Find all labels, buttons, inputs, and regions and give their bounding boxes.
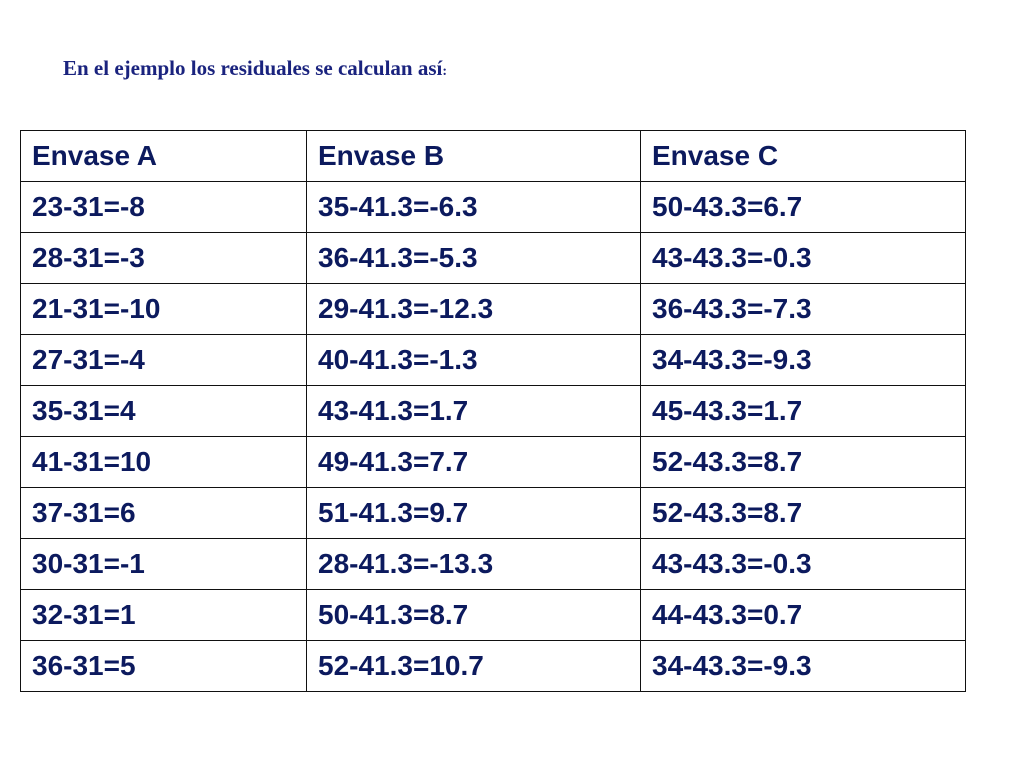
table-cell: 44-43.3=0.7 bbox=[640, 589, 966, 641]
heading-text: En el ejemplo los residuales se calculan… bbox=[63, 56, 443, 80]
residuals-table: Envase A Envase B Envase C 23-31=-8 35-4… bbox=[20, 130, 966, 692]
table-row: 35-31=4 43-41.3=1.7 45-43.3=1.7 bbox=[20, 385, 966, 437]
column-header-envase-a: Envase A bbox=[20, 130, 307, 182]
table-cell: 43-43.3=-0.3 bbox=[640, 232, 966, 284]
table-cell: 45-43.3=1.7 bbox=[640, 385, 966, 437]
table-cell: 43-43.3=-0.3 bbox=[640, 538, 966, 590]
table-cell: 28-31=-3 bbox=[20, 232, 307, 284]
table-cell: 52-43.3=8.7 bbox=[640, 487, 966, 539]
table-cell: 36-43.3=-7.3 bbox=[640, 283, 966, 335]
table-cell: 37-31=6 bbox=[20, 487, 307, 539]
table-row: 21-31=-10 29-41.3=-12.3 36-43.3=-7.3 bbox=[20, 283, 966, 335]
table-cell: 23-31=-8 bbox=[20, 181, 307, 233]
table-cell: 34-43.3=-9.3 bbox=[640, 334, 966, 386]
page-heading: En el ejemplo los residuales se calculan… bbox=[63, 56, 447, 81]
table-cell: 36-31=5 bbox=[20, 640, 307, 692]
table-cell: 21-31=-10 bbox=[20, 283, 307, 335]
heading-colon: : bbox=[442, 64, 448, 79]
table-cell: 28-41.3=-13.3 bbox=[306, 538, 641, 590]
table-cell: 34-43.3=-9.3 bbox=[640, 640, 966, 692]
table-cell: 36-41.3=-5.3 bbox=[306, 232, 641, 284]
column-header-envase-c: Envase C bbox=[640, 130, 966, 182]
table-cell: 35-31=4 bbox=[20, 385, 307, 437]
table-cell: 52-41.3=10.7 bbox=[306, 640, 641, 692]
table-cell: 32-31=1 bbox=[20, 589, 307, 641]
table-row: 37-31=6 51-41.3=9.7 52-43.3=8.7 bbox=[20, 487, 966, 539]
table-cell: 27-31=-4 bbox=[20, 334, 307, 386]
table-cell: 51-41.3=9.7 bbox=[306, 487, 641, 539]
table-row: 23-31=-8 35-41.3=-6.3 50-43.3=6.7 bbox=[20, 181, 966, 233]
table-cell: 43-41.3=1.7 bbox=[306, 385, 641, 437]
table-cell: 29-41.3=-12.3 bbox=[306, 283, 641, 335]
table-row: 27-31=-4 40-41.3=-1.3 34-43.3=-9.3 bbox=[20, 334, 966, 386]
table-cell: 49-41.3=7.7 bbox=[306, 436, 641, 488]
table-row: 30-31=-1 28-41.3=-13.3 43-43.3=-0.3 bbox=[20, 538, 966, 590]
table-row: 28-31=-3 36-41.3=-5.3 43-43.3=-0.3 bbox=[20, 232, 966, 284]
column-header-envase-b: Envase B bbox=[306, 130, 641, 182]
table-cell: 41-31=10 bbox=[20, 436, 307, 488]
table-row: 36-31=5 52-41.3=10.7 34-43.3=-9.3 bbox=[20, 640, 966, 692]
table-cell: 50-41.3=8.7 bbox=[306, 589, 641, 641]
table-cell: 35-41.3=-6.3 bbox=[306, 181, 641, 233]
table-cell: 30-31=-1 bbox=[20, 538, 307, 590]
table-cell: 40-41.3=-1.3 bbox=[306, 334, 641, 386]
table-row: 41-31=10 49-41.3=7.7 52-43.3=8.7 bbox=[20, 436, 966, 488]
table-row: 32-31=1 50-41.3=8.7 44-43.3=0.7 bbox=[20, 589, 966, 641]
header-row: Envase A Envase B Envase C bbox=[20, 130, 966, 182]
table-cell: 52-43.3=8.7 bbox=[640, 436, 966, 488]
table-cell: 50-43.3=6.7 bbox=[640, 181, 966, 233]
